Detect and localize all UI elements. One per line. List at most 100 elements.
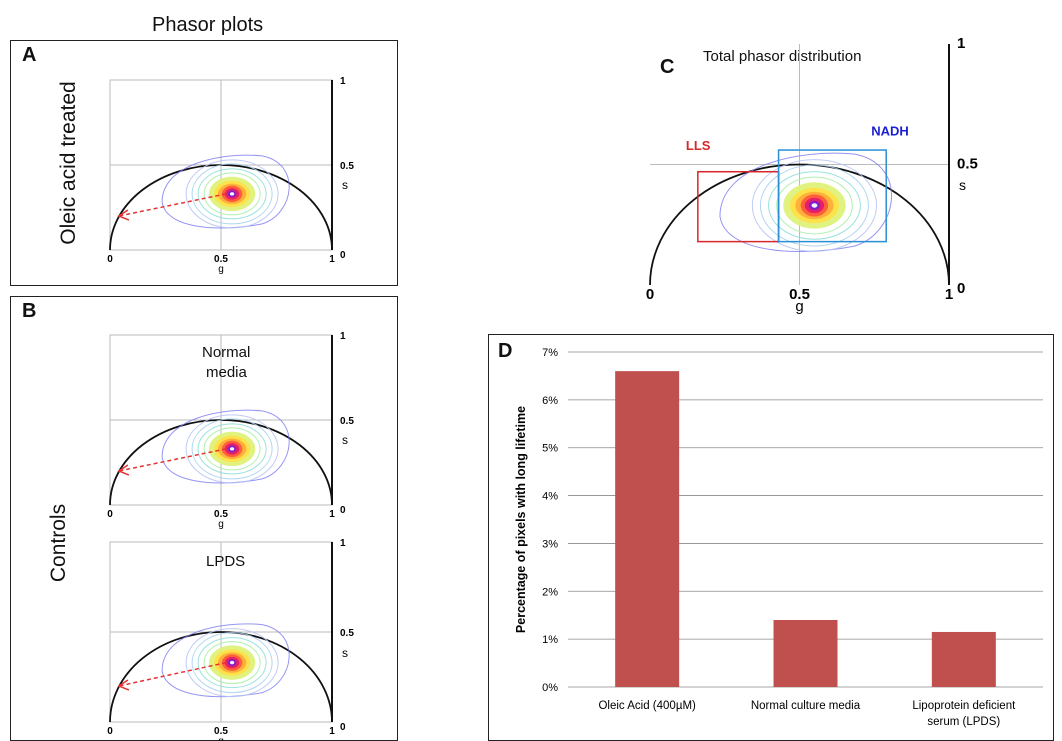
phasor-density-contour bbox=[191, 418, 273, 480]
phasor-density-contour bbox=[751, 159, 878, 252]
y-tick-label: 6% bbox=[542, 395, 558, 407]
g-tick-label: 0.5 bbox=[214, 254, 228, 265]
y-tick-label: 5% bbox=[542, 443, 558, 455]
panel-b-letter: B bbox=[22, 300, 37, 322]
s-tick-label: 0.5 bbox=[957, 156, 978, 173]
phasor-density-contour bbox=[811, 203, 818, 208]
x-tick-label: Oleic Acid (400µM) bbox=[598, 700, 696, 712]
y-tick-label: 0% bbox=[542, 682, 558, 694]
phasor-b-normal-title-line2: media bbox=[206, 364, 247, 381]
phasor-density-contour bbox=[203, 641, 261, 685]
lifetime-arrowhead bbox=[117, 679, 130, 691]
phasor-density-contour bbox=[229, 447, 235, 451]
lls-label: LLS bbox=[686, 138, 711, 153]
phasor-plot-c: LLS NADH 0 0.5 1 g 0 0.5 1 s bbox=[646, 35, 978, 315]
phasor-b-normal-title-line1: Normal bbox=[202, 344, 251, 361]
y-tick-label: 4% bbox=[542, 491, 558, 503]
bar bbox=[615, 371, 680, 687]
g-tick-label: 0.5 bbox=[214, 509, 228, 520]
s-tick-label: 1 bbox=[340, 331, 346, 342]
s-axis-label: s bbox=[342, 646, 348, 660]
phasor-density-contour bbox=[203, 172, 261, 216]
s-tick-label: 0 bbox=[340, 505, 346, 516]
panel-d-letter: D bbox=[498, 340, 513, 362]
phasor-density-contour bbox=[759, 164, 869, 247]
phasor-density-contour bbox=[185, 628, 279, 698]
g-tick-label: 0 bbox=[107, 726, 113, 737]
panel-c-letter: C bbox=[660, 56, 675, 78]
lifetime-arrow bbox=[118, 448, 227, 472]
phasor-density-contour bbox=[229, 192, 235, 196]
phasor-density-contour bbox=[776, 176, 853, 235]
g-tick-label: 0.5 bbox=[789, 286, 810, 303]
phasor-density-contour bbox=[191, 632, 273, 694]
y-tick-label: 2% bbox=[542, 586, 558, 598]
universal-semicircle bbox=[109, 631, 333, 723]
phasor-density-contour bbox=[197, 423, 267, 475]
phasor-density-contour bbox=[197, 637, 267, 689]
s-tick-label: 1 bbox=[957, 35, 965, 52]
phasor-density-contour bbox=[191, 163, 273, 225]
universal-semicircle bbox=[649, 163, 950, 286]
bar bbox=[931, 631, 996, 687]
s-tick-label: 0.5 bbox=[340, 161, 354, 172]
s-tick-label: 0 bbox=[340, 722, 346, 733]
y-axis-label: Percentage of pixels with long lifetime bbox=[514, 406, 528, 633]
g-tick-label: 1 bbox=[945, 286, 953, 303]
panel-a-letter: A bbox=[22, 44, 37, 66]
g-axis-label: g bbox=[218, 736, 224, 741]
s-tick-label: 0.5 bbox=[340, 416, 354, 427]
nadh-label: NADH bbox=[871, 124, 909, 139]
s-axis-label: s bbox=[342, 178, 348, 192]
phasor-density-contour bbox=[185, 159, 279, 229]
phasor-density-contour bbox=[185, 414, 279, 484]
g-tick-label: 0 bbox=[107, 509, 113, 520]
g-axis-label: g bbox=[218, 264, 224, 275]
g-axis-label: g bbox=[795, 298, 803, 315]
phasor-plot-b-lpds: 0 0.5 1 g 0 0.5 1 s bbox=[107, 538, 354, 741]
g-tick-label: 0 bbox=[646, 286, 654, 303]
s-tick-label: 0 bbox=[340, 250, 346, 261]
lifetime-arrowhead bbox=[117, 209, 130, 221]
lifetime-arrowhead bbox=[117, 464, 130, 476]
page-title: Phasor plots bbox=[152, 14, 264, 36]
phasor-outer-contour bbox=[161, 154, 290, 229]
lifetime-arrow bbox=[118, 661, 227, 687]
g-tick-label: 0.5 bbox=[214, 726, 228, 737]
lls-box bbox=[697, 170, 780, 243]
bar-chart-d: 0% 1% 2% 3% 4% 5% 6% 7% Oleic Acid (400µM) Normal… bbox=[514, 347, 1043, 728]
phasor-density-contour bbox=[203, 427, 261, 471]
s-tick-label: 1 bbox=[340, 76, 346, 87]
phasor-density-contour bbox=[197, 168, 267, 220]
y-tick-label: 3% bbox=[542, 538, 558, 550]
bar bbox=[773, 620, 838, 687]
s-tick-label: 0 bbox=[957, 280, 965, 297]
s-tick-label: 1 bbox=[340, 538, 346, 549]
s-tick-label: 0.5 bbox=[340, 628, 354, 639]
g-axis-label: g bbox=[218, 519, 224, 530]
phasor-density-contour bbox=[229, 660, 235, 665]
phasor-b-lpds-title: LPDS bbox=[206, 553, 246, 570]
panel-a bbox=[10, 40, 398, 286]
g-tick-label: 1 bbox=[329, 254, 335, 265]
nadh-box bbox=[777, 149, 887, 243]
phasor-density-contour bbox=[768, 171, 861, 240]
x-tick-label: Lipoprotein deficient bbox=[912, 700, 1016, 712]
phasor-plot-b-normal: 0 0.5 1 g 0 0.5 1 s bbox=[107, 331, 354, 530]
lifetime-arrow bbox=[118, 193, 227, 217]
phasor-outer-contour bbox=[719, 152, 892, 252]
g-tick-label: 0 bbox=[107, 254, 113, 265]
x-tick-label: Normal culture media bbox=[751, 700, 861, 712]
panel-b-side-label: Controls bbox=[47, 503, 70, 583]
y-tick-label: 1% bbox=[542, 634, 558, 646]
s-axis-label: s bbox=[342, 433, 348, 447]
g-tick-label: 1 bbox=[329, 726, 335, 737]
phasor-plot-a: 0 0.5 1 g 0 0.5 1 s bbox=[107, 76, 354, 275]
x-tick-label: serum (LPDS) bbox=[927, 716, 1000, 728]
panel-c-title: Total phasor distribution bbox=[703, 48, 862, 65]
phasor-outer-contour bbox=[161, 623, 290, 698]
g-tick-label: 1 bbox=[329, 509, 335, 520]
y-tick-label: 7% bbox=[542, 347, 558, 359]
s-axis-label: s bbox=[959, 177, 966, 193]
phasor-outer-contour bbox=[161, 409, 290, 484]
